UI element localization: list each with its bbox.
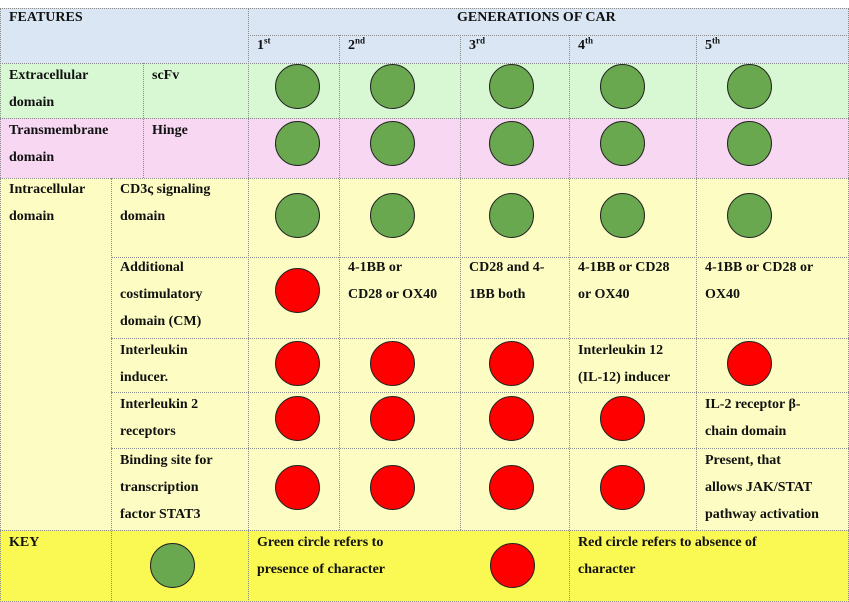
cd3-label-2: domain [120,209,166,224]
extracellular-row [0,63,849,118]
transmembrane-gen1-green-circle-icon [275,121,320,166]
transmembrane-gen2-green-circle-icon [370,121,415,166]
features-header: FEATURES [9,10,83,25]
il_inducer-gen4-text: (IL-12) inducer [578,370,671,385]
extracellular-gen2-green-circle-icon [370,64,415,109]
costim-label: Additional [120,260,184,275]
il2-gen5-text: IL-2 receptor β- [705,397,801,412]
il2-label: Interleukin 2 [120,397,199,412]
key-green-circle-icon [150,543,195,588]
hinge-label: Hinge [152,123,188,138]
stat3-gen4-red-circle-icon [600,465,645,510]
il2-gen5-text: chain domain [705,424,787,439]
costim-gen4-text: 4-1BB or CD28 [578,260,670,275]
il_inducer-gen1-red-circle-icon [275,341,320,386]
il_inducer-gen2-red-circle-icon [370,341,415,386]
il_inducer-gen4-text: Interleukin 12 [578,343,664,358]
transmembrane-domain-label: Transmembrane [9,123,109,138]
intracellular-section [0,178,849,530]
costim-gen2-text: CD28 or OX40 [348,287,438,302]
costim-gen1-red-circle-icon [275,268,320,313]
stat3-label-3: factor STAT3 [120,507,201,522]
stat3-gen1-red-circle-icon [275,465,320,510]
transmembrane-domain-label-2: domain [9,150,55,165]
costim-gen3-text: 1BB both [469,287,526,302]
key-row [0,530,849,602]
cd3-gen4-green-circle-icon [600,193,645,238]
stat3-label-2: transcription [120,480,199,495]
stat3-gen2-red-circle-icon [370,465,415,510]
key-green-text: Green circle refers to [257,535,384,550]
intracellular-domain-label-2: domain [9,209,55,224]
stat3-gen3-red-circle-icon [489,465,534,510]
cd3-gen2-green-circle-icon [370,193,415,238]
extracellular-gen5-green-circle-icon [727,64,772,109]
gen-4-header: 4th [578,35,594,53]
il2-label-2: receptors [120,424,176,439]
cd3-gen3-green-circle-icon [489,193,534,238]
gen-3-header: 3rd [469,35,485,53]
stat3-gen5-text: pathway activation [705,507,819,522]
transmembrane-gen3-green-circle-icon [489,121,534,166]
gen-1-header: 1st [257,35,271,53]
il2-gen3-red-circle-icon [489,396,534,441]
intracellular-domain-label: Intracellular [9,182,86,197]
stat3-gen5-text: Present, that [705,453,781,468]
key-red-text-2: character [578,562,636,577]
key-red-text: Red circle refers to absence of [578,535,757,550]
extracellular-gen1-green-circle-icon [275,64,320,109]
stat3-label: Binding site for [120,453,213,468]
il_inducer-gen5-red-circle-icon [727,341,772,386]
gen-5-header: 5th [705,35,721,53]
generations-header: GENERATIONS OF CAR [457,10,616,25]
il2-gen1-red-circle-icon [275,396,320,441]
il2-gen2-red-circle-icon [370,396,415,441]
extracellular-domain-label-2: domain [9,95,55,110]
costim-gen3-text: CD28 and 4- [469,260,545,275]
key-label: KEY [9,535,40,550]
key-green-text-2: presence of character [257,562,386,577]
costim-label-3: domain (CM) [120,314,202,329]
transmembrane-gen5-green-circle-icon [727,121,772,166]
stat3-gen5-text: allows JAK/STAT [705,480,813,495]
extracellular-domain-label: Extracellular [9,68,89,83]
costim-gen5-text: OX40 [705,287,740,302]
costim-label-2: costimulatory [120,287,203,302]
costim-gen4-text: or OX40 [578,287,630,302]
scfv-label: scFv [152,68,180,83]
costim-gen2-text: 4-1BB or [348,260,403,275]
transmembrane-row [0,118,849,178]
il_inducer-gen3-red-circle-icon [489,341,534,386]
il-inducer-label: Interleukin [120,343,188,358]
il2-gen4-red-circle-icon [600,396,645,441]
costim-gen5-text: 4-1BB or CD28 or [705,260,814,275]
cd3-gen1-green-circle-icon [275,193,320,238]
key-red-circle-icon [490,543,535,588]
gen-2-header: 2nd [348,35,366,53]
extracellular-gen4-green-circle-icon [600,64,645,109]
cd3-gen5-green-circle-icon [727,193,772,238]
extracellular-gen3-green-circle-icon [489,64,534,109]
il-inducer-label-2: inducer. [120,370,169,385]
cd3-label: CD3ς signaling [120,182,211,197]
transmembrane-gen4-green-circle-icon [600,121,645,166]
